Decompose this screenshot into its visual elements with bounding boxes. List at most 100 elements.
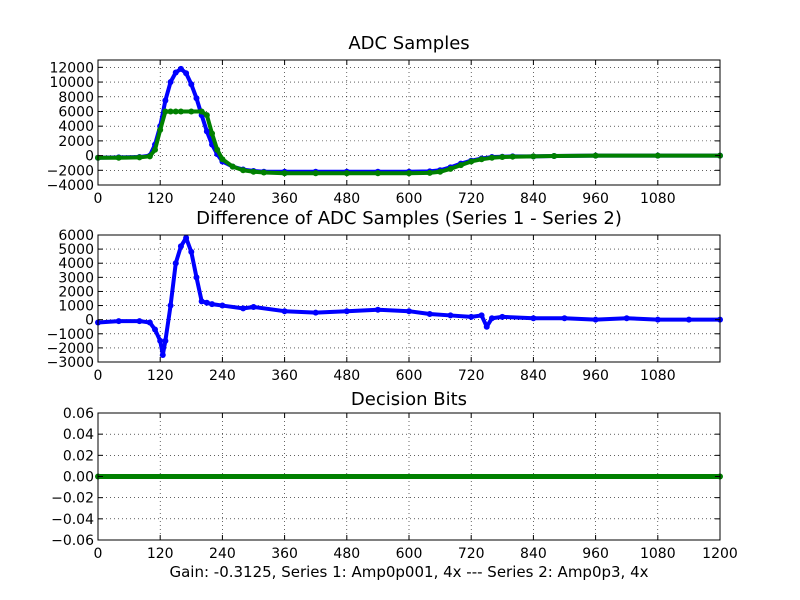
x-tick-label: 0 (94, 368, 103, 384)
x-tick-label: 120 (147, 191, 174, 207)
adc-samples-series-2-point (530, 153, 537, 160)
adc-samples-series-2-point (157, 126, 164, 133)
difference-series-1-point (343, 308, 350, 315)
y-tick-label: −3000 (47, 355, 94, 371)
adc-samples-series-2-point (468, 158, 475, 165)
adc-samples-series-2-point (312, 170, 319, 177)
difference-series-1-point (426, 311, 433, 318)
adc-samples-series-2-point (592, 152, 599, 159)
x-tick-label: 360 (271, 191, 298, 207)
adc-samples-series-2-point (198, 108, 205, 115)
adc-samples-series-2-point (209, 130, 216, 137)
x-tick-label: 240 (209, 191, 236, 207)
difference-series-1-point (623, 315, 630, 322)
y-tick-label: 0.02 (63, 448, 94, 464)
adc-samples-series-1-point (203, 128, 210, 135)
y-tick-label: 0.06 (63, 406, 94, 422)
adc-samples-series-2-point (162, 108, 169, 115)
y-tick-label: 12000 (49, 60, 94, 76)
adc-samples-series-2-point (214, 146, 221, 153)
y-tick-label: 8000 (58, 90, 94, 106)
difference-series-1-point (115, 318, 122, 325)
x-tick-label: 960 (582, 546, 609, 562)
x-tick-label: 1080 (640, 546, 676, 562)
x-tick-label: 840 (520, 191, 547, 207)
adc-samples-series-1-point (177, 65, 184, 72)
x-tick-label: 360 (271, 546, 298, 562)
x-tick-label: 720 (458, 191, 485, 207)
chart-title-decision-bits: Decision Bits (351, 389, 467, 410)
x-tick-label: 1080 (640, 368, 676, 384)
adc-samples-series-2-point (152, 146, 159, 153)
adc-samples-series-2-point (219, 156, 226, 163)
adc-samples-series-2-point (146, 153, 153, 160)
adc-samples-axes-frame (97, 59, 721, 186)
y-tick-label: 6000 (58, 228, 94, 244)
adc-samples-series-2-point (447, 165, 454, 172)
adc-samples-series-1-point (167, 79, 174, 86)
difference-series-1-point (592, 316, 599, 323)
y-tick-label: 0 (85, 313, 94, 329)
y-tick-label: 1000 (58, 299, 94, 315)
difference-series-1-point (488, 315, 495, 322)
adc-samples-series-2-point (177, 108, 184, 115)
adc-samples-series-2-point (457, 162, 464, 169)
chart-title-adc-samples: ADC Samples (348, 33, 469, 54)
y-tick-label: −0.06 (51, 533, 94, 549)
x-tick-label: 120 (147, 368, 174, 384)
adc-samples-series-2-point (229, 163, 236, 170)
adc-samples-series-1-point (188, 81, 195, 88)
chart-title-difference: Difference of ADC Samples (Series 1 - Se… (196, 208, 622, 229)
difference-series-1-point (219, 302, 226, 309)
difference-series-1-point (374, 306, 381, 313)
difference-series-1-point (146, 319, 153, 326)
difference-series-1-point (499, 313, 506, 320)
y-tick-label: 2000 (58, 284, 94, 300)
y-tick-label: −0.02 (51, 491, 94, 507)
difference-series-1-point (159, 351, 166, 358)
y-tick-label: −2000 (47, 163, 94, 179)
difference-series-1-point (312, 309, 319, 316)
difference-panel: Difference of ADC Samples (Series 1 - Se… (47, 208, 723, 384)
adc-samples-series-2-point (426, 169, 433, 176)
difference-series-1-point (209, 301, 216, 308)
difference-series-1-point (447, 312, 454, 319)
x-tick-label: 240 (209, 368, 236, 384)
y-tick-label: −4000 (47, 178, 94, 194)
difference-series-1-point (483, 323, 490, 330)
difference-series-1-point (203, 299, 210, 306)
y-tick-label: 4000 (58, 256, 94, 272)
x-tick-label: 480 (333, 191, 360, 207)
adc-samples-series-2-point (488, 154, 495, 161)
y-tick-label: −0.04 (51, 512, 94, 528)
adc-samples-series-2-point (167, 108, 174, 115)
decision-bits-panel: Decision Bits 0 120 240 360 480 600 720 840 960 1… (51, 389, 738, 562)
x-tick-label: 0 (94, 546, 103, 562)
difference-series-1-point (157, 337, 164, 344)
y-tick-label: 0.00 (63, 470, 94, 486)
adc-samples-panel: ADC Samples 0 120 240 360 480 600 720 840 960 108… (47, 33, 723, 207)
x-tick-label: 600 (396, 368, 423, 384)
x-tick-label: 600 (396, 191, 423, 207)
difference-series-1-point (530, 315, 537, 322)
x-tick-label: 120 (147, 546, 174, 562)
adc-samples-series-2-point (478, 156, 485, 163)
adc-samples-series-2-point (551, 152, 558, 159)
x-tick-label: 1080 (640, 191, 676, 207)
figure-caption: Gain: -0.3125, Series 1: Amp0p001, 4x --… (169, 563, 648, 581)
y-tick-label: 10000 (49, 75, 94, 91)
adc-samples-series-2-point (654, 152, 661, 159)
adc-samples-series-2-point (172, 108, 179, 115)
adc-samples-series-2-point (136, 154, 143, 161)
difference-series-1-point (152, 326, 159, 333)
x-tick-label: 960 (582, 191, 609, 207)
x-tick-label: 720 (458, 546, 485, 562)
y-tick-label: −1000 (47, 327, 94, 343)
x-tick-label: 960 (582, 368, 609, 384)
x-tick-label: 1200 (702, 546, 738, 562)
adc-samples-series-2-point (115, 154, 122, 161)
difference-series-1-point (468, 313, 475, 320)
x-tick-label: 840 (520, 368, 547, 384)
difference-series-1-point (183, 234, 190, 241)
